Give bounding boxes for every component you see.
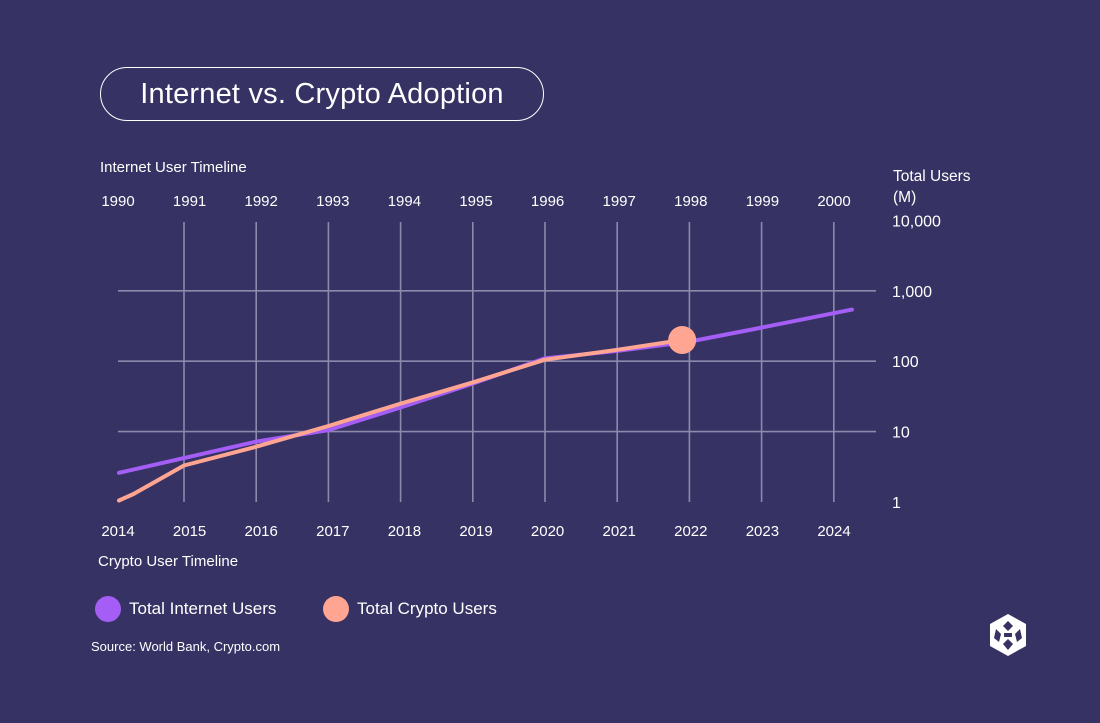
- series-line-internet: [117, 307, 854, 475]
- bottom-axis-tick-label: 2020: [531, 523, 564, 540]
- y-axis-title-line1: Total Users: [893, 168, 971, 185]
- bottom-axis-tick-label: 2022: [674, 523, 707, 540]
- y-tick-label: 10,000: [892, 213, 941, 230]
- y-axis-title-line2: (M): [893, 189, 917, 206]
- top-axis-tick-label: 1990: [101, 193, 134, 210]
- top-axis-tick-label: 1998: [674, 193, 707, 210]
- top-axis-tick-label: 1992: [245, 193, 278, 210]
- legend-label-internet: Total Internet Users: [129, 599, 277, 618]
- top-axis-tick-label: 1993: [316, 193, 349, 210]
- y-tick-label: 1,000: [892, 284, 932, 301]
- bottom-axis-tick-label: 2017: [316, 523, 349, 540]
- crypto-com-logo-icon: [990, 614, 1026, 656]
- top-axis-tick-label: 1991: [173, 193, 206, 210]
- legend-item-internet: Total Internet Users: [95, 596, 276, 622]
- bottom-axis-tick-label: 2019: [459, 523, 492, 540]
- top-axis-tick-label: 1996: [531, 193, 564, 210]
- legend-swatch-crypto: [323, 596, 349, 622]
- legend-swatch-internet: [95, 596, 121, 622]
- source-note: Source: World Bank, Crypto.com: [91, 639, 281, 654]
- legend-item-crypto: Total Crypto Users: [323, 596, 497, 622]
- y-tick-label: 100: [892, 354, 919, 371]
- top-axis-tick-label: 2000: [817, 193, 850, 210]
- top-axis-tick-label: 1995: [459, 193, 492, 210]
- series-line-crypto: [117, 338, 685, 503]
- top-axis-title: Internet User Timeline: [100, 159, 247, 176]
- y-tick-label: 10: [892, 425, 910, 442]
- chart-title: Internet vs. Crypto Adoption: [100, 67, 544, 121]
- bottom-axis-title: Crypto User Timeline: [98, 553, 239, 570]
- bottom-axis-tick-label: 2015: [173, 523, 206, 540]
- bottom-axis-tick-label: 2024: [817, 523, 850, 540]
- bottom-axis-tick-label: 2016: [245, 523, 278, 540]
- top-axis-tick-label: 1997: [603, 193, 636, 210]
- top-axis-tick-label: 1999: [746, 193, 779, 210]
- legend-label-crypto: Total Crypto Users: [357, 599, 497, 618]
- bottom-axis-tick-label: 2023: [746, 523, 779, 540]
- bottom-axis-tick-label: 2014: [101, 523, 134, 540]
- y-axis-title: Total Users (M): [893, 166, 971, 208]
- crypto-highlight-point: [668, 326, 697, 355]
- bottom-axis-tick-label: 2018: [388, 523, 421, 540]
- top-axis-tick-label: 1994: [388, 193, 421, 210]
- bottom-axis-tick-label: 2021: [603, 523, 636, 540]
- y-tick-label: 1: [892, 495, 901, 512]
